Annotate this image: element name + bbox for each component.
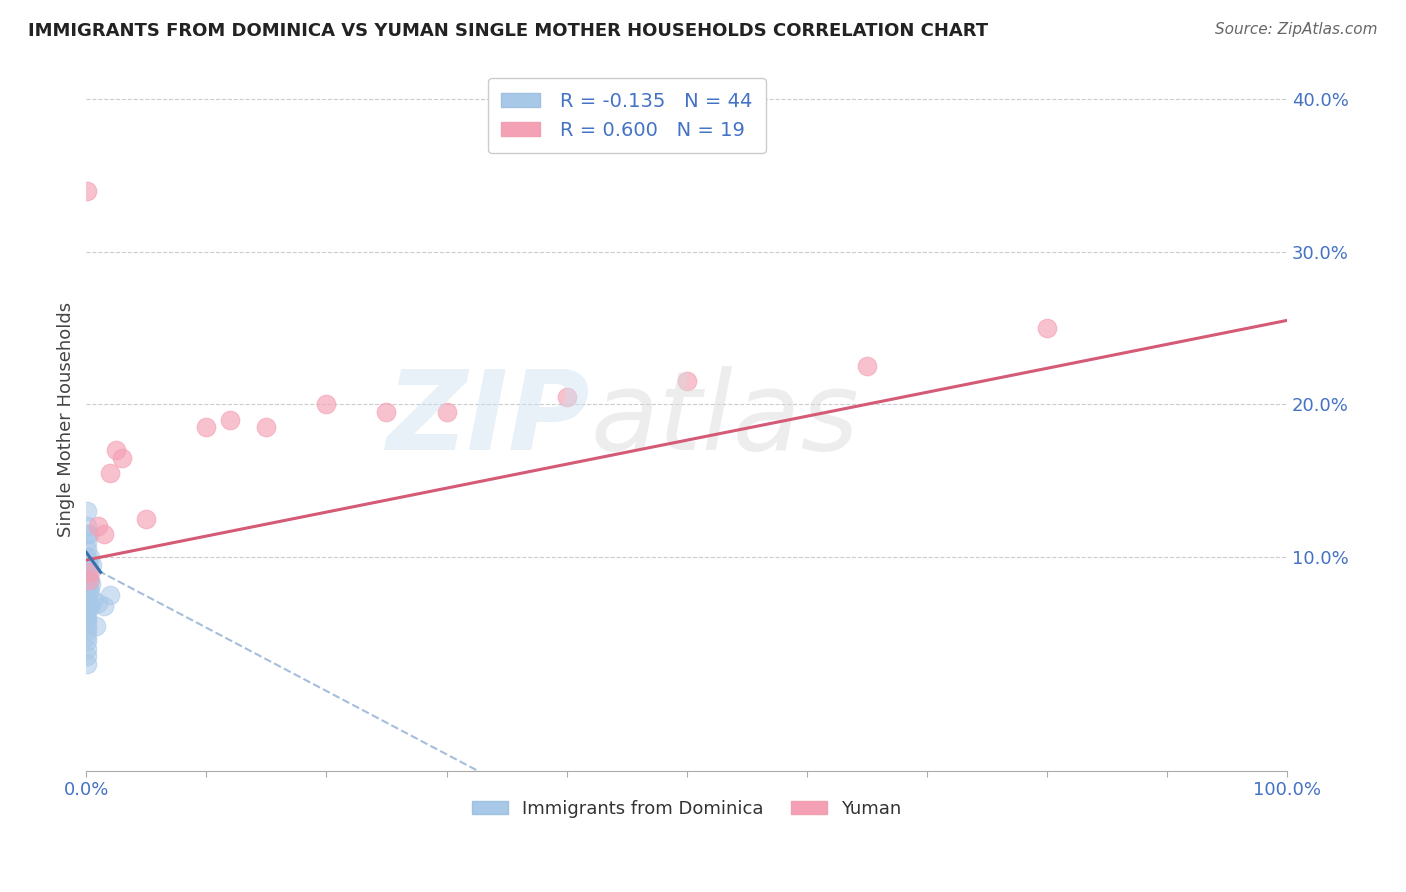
Point <box>76 649 98 664</box>
Point <box>76 618 98 632</box>
Point <box>254 420 277 434</box>
Point <box>76 573 98 587</box>
Point <box>82 558 104 572</box>
Point <box>76 634 98 648</box>
Point <box>76 542 98 557</box>
Point <box>315 397 337 411</box>
Point <box>77 573 100 587</box>
Point <box>93 527 115 541</box>
Point <box>87 519 110 533</box>
Point <box>76 560 98 574</box>
Point <box>219 412 242 426</box>
Point <box>375 405 398 419</box>
Point <box>76 629 98 643</box>
Point <box>76 641 98 656</box>
Point <box>84 618 107 632</box>
Point <box>80 599 103 613</box>
Point <box>76 657 98 671</box>
Point <box>98 466 121 480</box>
Point <box>76 603 98 617</box>
Point <box>76 519 98 533</box>
Point <box>77 581 100 595</box>
Point <box>76 504 98 518</box>
Point <box>76 553 98 567</box>
Point <box>76 591 98 606</box>
Point <box>77 527 100 541</box>
Point <box>76 607 98 621</box>
Point <box>76 611 98 625</box>
Point <box>555 390 578 404</box>
Point <box>76 558 98 572</box>
Point <box>76 581 98 595</box>
Point <box>76 534 98 549</box>
Point <box>76 624 98 638</box>
Point <box>675 375 697 389</box>
Point <box>77 558 100 572</box>
Point <box>76 577 98 591</box>
Point <box>76 566 98 580</box>
Point <box>856 359 879 374</box>
Legend: Immigrants from Dominica, Yuman: Immigrants from Dominica, Yuman <box>464 792 908 825</box>
Point <box>80 577 103 591</box>
Y-axis label: Single Mother Households: Single Mother Households <box>58 302 75 537</box>
Point <box>76 568 98 582</box>
Point <box>79 566 101 580</box>
Point <box>76 527 98 541</box>
Text: ZIP: ZIP <box>387 366 591 473</box>
Point <box>93 599 115 613</box>
Point <box>76 614 98 628</box>
Point <box>98 588 121 602</box>
Point <box>135 512 157 526</box>
Point <box>76 588 98 602</box>
Point <box>1036 321 1059 335</box>
Point <box>76 184 98 198</box>
Text: Source: ZipAtlas.com: Source: ZipAtlas.com <box>1215 22 1378 37</box>
Text: IMMIGRANTS FROM DOMINICA VS YUMAN SINGLE MOTHER HOUSEHOLDS CORRELATION CHART: IMMIGRANTS FROM DOMINICA VS YUMAN SINGLE… <box>28 22 988 40</box>
Text: atlas: atlas <box>591 366 859 473</box>
Point <box>436 405 458 419</box>
Point <box>76 599 98 613</box>
Point <box>82 592 104 607</box>
Point <box>111 450 134 465</box>
Point <box>76 583 98 598</box>
Point <box>87 596 110 610</box>
Point <box>105 443 128 458</box>
Point <box>195 420 218 434</box>
Point <box>79 549 101 564</box>
Point <box>76 549 98 564</box>
Point <box>79 573 101 587</box>
Point <box>76 596 98 610</box>
Point <box>79 583 101 598</box>
